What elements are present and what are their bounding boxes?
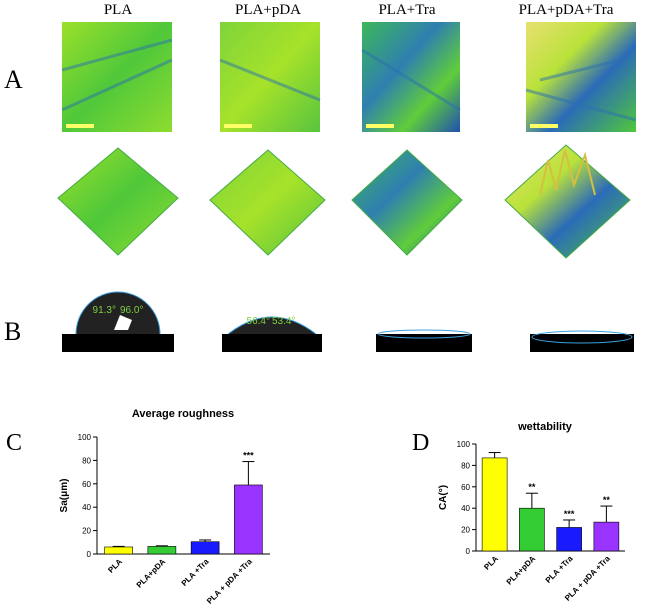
significance-label: ***	[243, 451, 254, 461]
panel-label: C	[6, 430, 22, 456]
y-tick-label: 0	[466, 547, 471, 556]
x-tick-label: PLA	[106, 557, 124, 575]
panel-label: B	[4, 317, 21, 346]
y-tick-label: 40	[461, 504, 470, 513]
3d-surfaces	[57, 144, 631, 259]
surface-image	[220, 22, 320, 132]
y-axis-label: Sa(μm)	[59, 479, 70, 513]
significance-label: **	[528, 482, 536, 492]
contact-angle-images: 91.3° 96.0° 56.4° 53.4°	[62, 291, 634, 352]
x-tick-label: PLA	[482, 554, 500, 572]
3d-surface	[351, 149, 463, 256]
x-tick-label: PLA + pDA +Tra	[205, 557, 254, 606]
contact-angle-label: 53.4°	[272, 316, 295, 327]
3d-surface	[57, 147, 179, 256]
x-tick-label: PLA+pDA	[505, 554, 538, 587]
y-tick-label: 20	[461, 526, 470, 535]
x-tick-label: PLA +Tra	[544, 554, 575, 585]
y-tick-label: 80	[82, 456, 91, 465]
panel-label: A	[4, 65, 23, 94]
column-header: PLA+Tra	[378, 2, 435, 18]
chart-title: wettability	[517, 421, 573, 433]
chart-title: Average roughness	[132, 408, 234, 420]
contact-angle-label: 56.4°	[247, 316, 270, 327]
bar	[593, 521, 620, 552]
bar	[519, 507, 545, 552]
significance-label: **	[603, 495, 611, 505]
bar	[556, 527, 582, 552]
surface-image	[62, 22, 172, 132]
significance-label: ***	[564, 509, 575, 519]
3d-surface	[209, 149, 326, 256]
y-tick-label: 0	[87, 550, 92, 559]
x-tick-label: PLA+pDA	[135, 557, 168, 590]
column-header: PLA+pDA	[235, 2, 301, 18]
y-tick-label: 40	[82, 503, 91, 512]
bar	[147, 546, 177, 555]
y-tick-label: 60	[461, 483, 470, 492]
chart: wettability CA(°) 0 20 40 60 80 100 PLA ** PLA+pDA…	[438, 421, 625, 603]
column-header: PLA	[104, 2, 133, 18]
y-tick-label: 60	[82, 480, 91, 489]
chart: Average roughness Sa(μm) 0 20 40 60 80 100 PLA PL…	[59, 408, 270, 606]
3d-surface	[504, 144, 631, 259]
y-tick-label: 100	[78, 433, 92, 442]
panel-label: D	[412, 430, 429, 456]
contact-angle-label: 91.3°	[93, 305, 116, 316]
surface-images	[61, 22, 637, 132]
y-tick-label: 20	[82, 527, 91, 536]
y-tick-label: 100	[457, 440, 471, 449]
bar	[234, 484, 263, 555]
bar	[190, 541, 220, 555]
y-tick-label: 80	[461, 461, 470, 470]
y-axis-label: CA(°)	[438, 485, 449, 510]
contact-angle-label: 96.0°	[120, 305, 143, 316]
x-tick-label: PLA +Tra	[180, 557, 211, 588]
column-header: PLA+pDA+Tra	[519, 2, 614, 18]
bar	[104, 546, 133, 555]
surface-image	[362, 22, 460, 132]
bar	[481, 457, 508, 552]
